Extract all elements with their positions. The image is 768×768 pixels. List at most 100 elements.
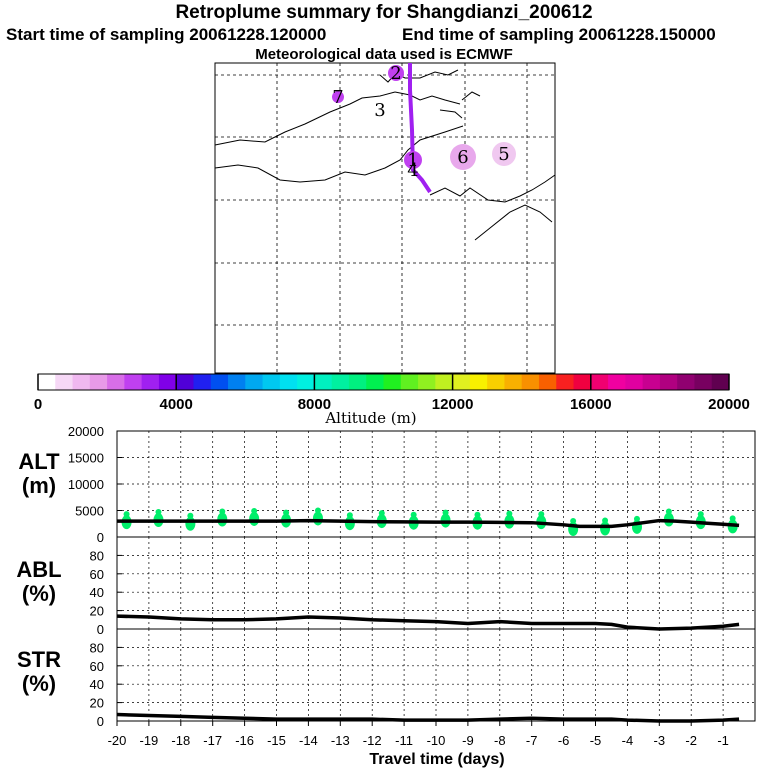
cluster-marker-top — [506, 510, 513, 517]
x-tick-label: -11 — [395, 733, 413, 748]
cluster-circle — [388, 65, 404, 81]
y-tick-label: 40 — [90, 677, 104, 692]
panel-label: ABL — [16, 557, 61, 582]
x-tick-label: -20 — [108, 733, 127, 748]
cluster-marker-top — [346, 512, 353, 519]
cluster-marker-top — [570, 518, 577, 525]
map-coastline — [394, 91, 461, 105]
colorbar-segment — [297, 374, 315, 390]
cluster-label: 3 — [374, 100, 385, 121]
x-axis-label: Travel time (days) — [369, 751, 504, 768]
map-coastlines — [214, 69, 556, 241]
panel-label-unit: (m) — [22, 473, 56, 498]
map-gridlines — [215, 63, 555, 373]
colorbar-segment — [366, 374, 384, 390]
x-tick-label: -14 — [299, 733, 318, 748]
colorbar-segment — [504, 374, 523, 390]
cluster-label: 1 — [407, 150, 418, 171]
series-line — [117, 518, 740, 529]
cluster-marker-top — [602, 517, 609, 524]
colorbar-segment — [556, 374, 575, 390]
cluster-marker — [249, 511, 260, 526]
chart-title: Retroplume summary for Shangdianzi_20061… — [175, 2, 593, 23]
colorbar-segment — [608, 374, 626, 390]
colorbar-segment — [193, 374, 212, 390]
timeseries-panels: 05000100001500020000ALT(m)020406080ABL(%… — [16, 424, 756, 748]
cluster-marker — [344, 516, 355, 531]
colorbar-segment — [331, 374, 350, 390]
x-tick-label: -15 — [267, 733, 286, 748]
colorbar-segment — [210, 374, 229, 390]
colorbar-segment — [279, 374, 298, 390]
x-tick-label: -1 — [717, 733, 729, 748]
colorbar-segment — [107, 374, 125, 390]
x-tick-label: -16 — [235, 733, 254, 748]
cluster-marker — [312, 511, 323, 526]
cluster-label: 6 — [457, 147, 468, 168]
x-tick-label: -7 — [526, 733, 538, 748]
meteorology-label: Meteorological data used is ECMWF — [255, 46, 513, 63]
colorbar-tick-label: 4000 — [160, 396, 193, 413]
colorbar-segment — [677, 374, 695, 390]
start-time-label: Start time of sampling 20061228.120000 — [6, 25, 327, 44]
map-coastline — [214, 91, 396, 146]
cluster-marker-top — [697, 511, 704, 518]
colorbar-tick-label: 12000 — [432, 396, 474, 413]
y-tick-label: 80 — [90, 640, 104, 655]
map-frame — [214, 62, 556, 374]
colorbar-segment — [625, 374, 644, 390]
x-tick-label: -17 — [203, 733, 222, 748]
y-tick-label: 0 — [97, 530, 104, 545]
y-tick-label: 0 — [97, 622, 104, 637]
series-line — [116, 614, 740, 631]
map-coastline — [474, 204, 553, 241]
panel-label: ALT — [18, 449, 60, 474]
plume-track — [408, 63, 432, 194]
colorbar-segment — [72, 374, 91, 390]
colorbar-segment — [141, 374, 160, 390]
colorbar-tick-label: 20000 — [708, 396, 750, 413]
map-coastline — [429, 174, 556, 203]
cluster-marker-top — [474, 511, 481, 518]
colorbar-tick-label: 0 — [34, 396, 42, 413]
colorbar-label: Altitude (m) — [324, 409, 416, 427]
x-tick-label: -9 — [462, 733, 474, 748]
y-tick-label: 40 — [90, 585, 104, 600]
y-tick-label: 60 — [90, 659, 104, 674]
y-tick-label: 20 — [90, 604, 104, 619]
colorbar-tick-label: 8000 — [298, 396, 331, 413]
x-tick-label: -3 — [654, 733, 666, 748]
panel-abl: 0 20 40 60 80 ABL(%) — [16, 536, 756, 637]
colorbar-tick-label: 16000 — [570, 396, 612, 413]
x-tick-label: -19 — [140, 733, 159, 748]
y-tick-label: 20000 — [68, 424, 104, 439]
colorbar-segment — [659, 374, 678, 390]
y-tick-label: 60 — [90, 567, 104, 582]
series-line — [116, 712, 740, 723]
colorbar-segment — [262, 374, 281, 390]
colorbar-segment — [521, 374, 540, 390]
cluster-marker-top — [538, 511, 545, 518]
cluster-circle — [450, 144, 476, 170]
cluster-marker-top — [410, 511, 417, 518]
panel-label-unit: (%) — [22, 671, 56, 696]
colorbar-segment — [452, 374, 471, 390]
y-tick-label: 80 — [90, 548, 104, 563]
cluster-circle — [332, 91, 344, 103]
x-tick-label: -2 — [685, 733, 697, 748]
cluster-marker-top — [378, 510, 385, 517]
colorbar-segment — [573, 374, 592, 390]
cluster-marker-top — [219, 508, 226, 515]
panel-label-unit: (%) — [22, 581, 56, 606]
colorbar-segment — [158, 374, 177, 390]
cluster-marker — [600, 521, 611, 536]
map-coastline — [214, 125, 464, 183]
x-tick-label: -12 — [363, 733, 382, 748]
cluster-marker — [185, 516, 196, 531]
colorbar-segment — [642, 374, 661, 390]
x-tick-label: -6 — [558, 733, 570, 748]
cluster-label: 4 — [407, 160, 418, 181]
